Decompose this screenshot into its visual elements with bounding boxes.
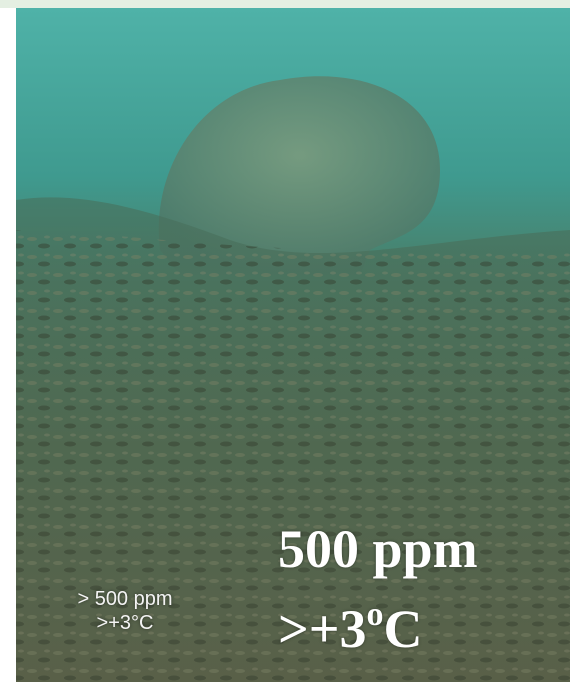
large-label-line2: >+3oC	[278, 598, 423, 660]
screenshot: > 500 ppm >+3°C 500 ppm >+3oC	[0, 0, 570, 682]
label-suffix: C	[384, 599, 423, 659]
label-superscript: o	[367, 596, 384, 633]
small-label-line1: > 500 ppm	[40, 588, 210, 611]
label-prefix: >+3	[278, 599, 367, 659]
top-strip	[0, 0, 570, 8]
page: > 500 ppm >+3°C 500 ppm >+3oC (() => { c…	[0, 0, 570, 682]
small-label-line2: >+3°C	[40, 612, 210, 635]
large-label-line1: 500 ppm	[278, 518, 478, 580]
